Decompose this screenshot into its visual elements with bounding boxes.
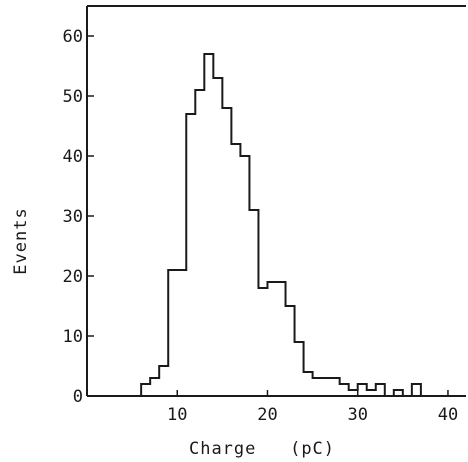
histogram-bar	[277, 282, 286, 396]
histogram-bar	[249, 210, 258, 396]
x-tick-label: 40	[438, 405, 458, 425]
histogram-bar	[231, 144, 240, 396]
histogram-bar	[412, 384, 421, 396]
y-tick-label: 40	[63, 147, 83, 167]
histogram-bar	[168, 270, 177, 396]
histogram-bar	[240, 156, 249, 396]
histogram-bar	[204, 54, 213, 396]
histogram-bar	[295, 342, 304, 396]
histogram-bar	[358, 384, 367, 396]
histogram-outline	[140, 53, 430, 397]
histogram-bar	[340, 384, 349, 396]
y-tick-label: 20	[63, 267, 83, 287]
y-tick-label: 30	[63, 207, 83, 227]
x-tick-label: 10	[167, 405, 187, 425]
histogram-bar	[258, 288, 267, 396]
x-tick-label: 30	[347, 405, 367, 425]
histogram-bar	[186, 114, 195, 396]
histogram-bar	[213, 78, 222, 396]
histogram-bar	[376, 384, 385, 396]
y-axis-title: Events	[11, 207, 31, 274]
x-tick-label: 20	[257, 405, 277, 425]
histogram-bar	[313, 378, 322, 396]
histogram-bar	[286, 306, 295, 396]
plot-frame	[86, 5, 466, 397]
x-axis: 10 20 30 40	[167, 390, 458, 425]
y-tick-label: 10	[63, 327, 83, 347]
y-tick-label: 60	[63, 27, 83, 47]
histogram-bar	[195, 90, 204, 396]
histogram-bar	[141, 384, 150, 396]
histogram-bar	[267, 282, 276, 396]
y-tick-label: 0	[73, 387, 83, 407]
histogram-bar	[304, 372, 313, 396]
histogram-bar	[331, 378, 340, 396]
histogram-bars	[141, 54, 421, 396]
x-axis-title: Charge (pC)	[189, 439, 335, 459]
histogram-bar	[150, 378, 159, 396]
histogram-bar	[222, 108, 231, 396]
y-tick-label: 50	[63, 87, 83, 107]
histogram-bar	[177, 270, 186, 396]
histogram-bar	[159, 366, 168, 396]
histogram-bar	[322, 378, 331, 396]
y-axis: 0 10 20 30 40 50 60	[63, 27, 94, 407]
